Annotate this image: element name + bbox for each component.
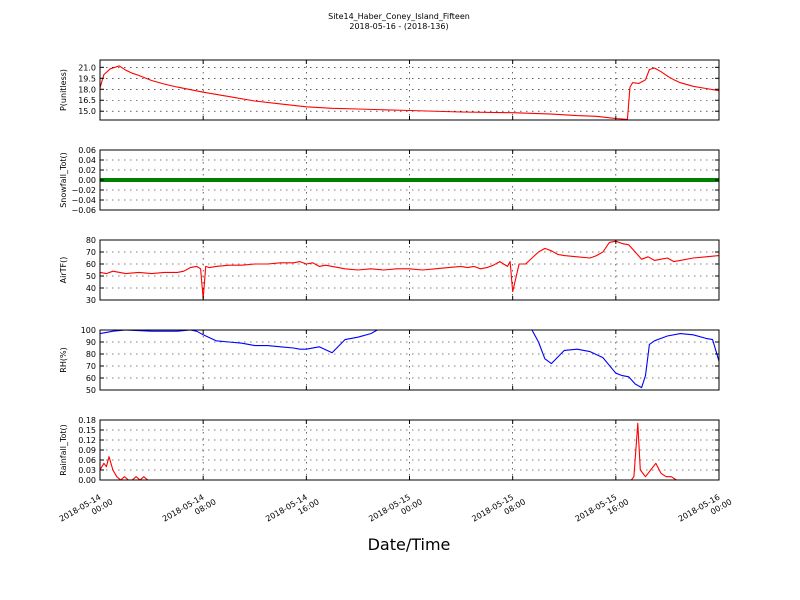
y-tick-label: 100 — [81, 326, 96, 335]
panel-rainfall: 0.000.030.060.090.120.150.18 Rainfall_Tot… — [59, 416, 720, 485]
y-tick-label: 90 — [86, 338, 96, 347]
series-group — [100, 65, 719, 120]
panel-pressure: 15.0 16.5 18.0 19.5 21.0 P(unitless) — [59, 59, 720, 121]
panel-rh: 50 60 70 80 90 100 RH(%) — [59, 326, 720, 395]
y-tick-label: 0.02 — [78, 166, 96, 175]
y-tick-label: 0.00 — [78, 176, 96, 185]
y-tick-label: 16.5 — [78, 96, 96, 105]
series-line-pressure — [100, 65, 719, 120]
y-tick-label: 0.15 — [78, 426, 96, 435]
y-tick-label: 60 — [86, 260, 96, 269]
y-tick-label: 70 — [86, 362, 96, 371]
y-tick-label: 80 — [86, 350, 96, 359]
y-axis-label: RH(%) — [59, 347, 68, 372]
chart-subtitle: 2018-05-16 - (2018-136) — [349, 22, 448, 31]
y-tick-label: 0.03 — [78, 466, 96, 475]
y-tick-label: 50 — [86, 386, 96, 395]
y-axis-label: P(unitless) — [59, 69, 68, 111]
panel-airtemp: 30 40 50 60 70 80 AirTF() — [59, 236, 720, 305]
y-tick-label: 60 — [86, 374, 96, 383]
y-tick-label: 80 — [86, 236, 96, 245]
x-axis-label: Date/Time — [368, 535, 451, 554]
y-tick-label: 50 — [86, 272, 96, 281]
series-group — [100, 422, 719, 480]
series-line-rh — [100, 330, 378, 354]
y-tick-label: 40 — [86, 284, 96, 293]
y-tick-label: 0.18 — [78, 416, 96, 425]
chart-title: Site14_Haber_Coney_Island_Fifteen — [328, 12, 470, 21]
y-tick-label: 70 — [86, 248, 96, 257]
series-group — [100, 240, 719, 300]
y-tick-label: 18.0 — [78, 85, 96, 94]
y-tick-label: 0.09 — [78, 446, 96, 455]
y-axis-label: Rainfall_Tot() — [59, 424, 68, 476]
y-tick-label: 0.00 — [78, 476, 96, 485]
y-tick-label: 0.06 — [78, 146, 96, 155]
series-group — [100, 330, 719, 389]
series-line-airtemp — [100, 240, 719, 300]
y-tick-label: 0.04 — [78, 156, 96, 165]
series-line-rainfall — [100, 422, 719, 480]
y-tick-label: 15.0 — [78, 107, 96, 116]
y-tick-label: −0.04 — [71, 196, 96, 205]
y-axis-label: AirTF() — [59, 257, 68, 284]
y-tick-label: 0.06 — [78, 456, 96, 465]
panels-group: 15.016.518.019.521.0P(unitless)−0.06−0.0… — [59, 59, 720, 485]
panel-snowfall: −0.06−0.04−0.020.000.020.040.06 Snowfall_… — [59, 146, 720, 215]
y-tick-label: 19.5 — [78, 74, 96, 83]
y-tick-label: 21.0 — [78, 63, 96, 72]
y-tick-label: −0.06 — [71, 206, 96, 215]
y-axis-label: Snowfall_Tot() — [59, 152, 68, 208]
y-tick-label: 30 — [86, 296, 96, 305]
y-tick-label: 0.12 — [78, 436, 96, 445]
series-line-rh — [531, 330, 719, 389]
y-tick-label: −0.02 — [71, 186, 96, 195]
